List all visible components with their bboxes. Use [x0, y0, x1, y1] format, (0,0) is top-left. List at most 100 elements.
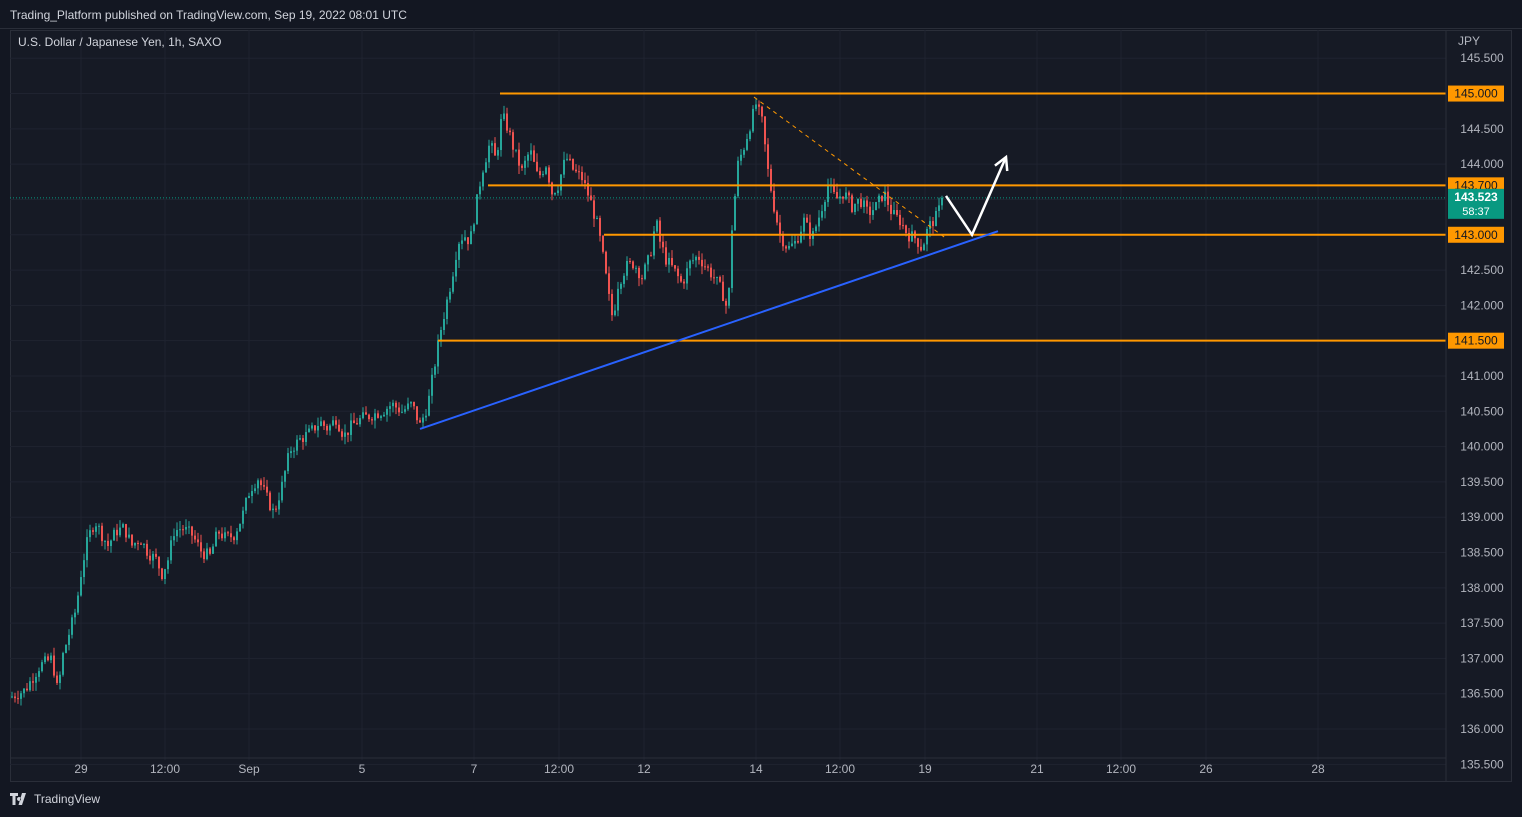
candle-body	[197, 539, 199, 543]
candle-body	[395, 402, 397, 408]
candle-body	[503, 113, 505, 120]
candle-body	[50, 655, 52, 661]
candle-body	[185, 526, 187, 530]
candle-body	[488, 145, 490, 163]
candle-body	[461, 240, 463, 244]
tradingview-logo[interactable]: TradingView	[10, 792, 100, 806]
candle-body	[56, 675, 58, 683]
candle-body	[638, 267, 640, 279]
candle-body	[485, 162, 487, 173]
candle-body	[899, 214, 901, 226]
candle-body	[203, 551, 205, 560]
candle-body	[164, 569, 166, 580]
candle-body	[317, 425, 319, 431]
candle-body	[479, 186, 481, 195]
candle-body	[560, 174, 562, 191]
candle-body	[857, 198, 859, 204]
candle-body	[806, 217, 808, 223]
candle-body	[815, 226, 817, 232]
brand-label: TradingView	[34, 792, 101, 806]
candle-body	[728, 288, 730, 306]
candle-body	[41, 662, 43, 672]
candle-body	[269, 492, 271, 511]
price-tick-label: 142.000	[1460, 298, 1504, 312]
time-tick-label: 19	[918, 762, 932, 776]
footer: TradingView	[0, 783, 1522, 817]
candle-body	[308, 428, 310, 433]
candle-body	[95, 526, 97, 532]
candle-body	[464, 237, 466, 241]
candle-body	[926, 228, 928, 245]
candle-body	[431, 374, 433, 396]
candle-body	[641, 278, 643, 280]
candle-body	[89, 530, 91, 538]
level-price-label: 143.000	[1454, 228, 1498, 242]
candle-body	[53, 655, 55, 676]
candle-body	[566, 158, 568, 160]
candle-body	[221, 533, 223, 539]
candle-body	[872, 210, 874, 215]
candle-body	[710, 267, 712, 278]
price-tick-label: 136.000	[1460, 722, 1504, 736]
candle-body	[620, 283, 622, 289]
price-tick-label: 138.500	[1460, 546, 1504, 560]
candle-body	[593, 200, 595, 219]
symbol-info: U.S. Dollar / Japanese Yen, 1h, SAXO	[18, 35, 222, 49]
candle-body	[875, 202, 877, 211]
dashed-resistance-line	[753, 96, 947, 239]
candle-body	[143, 543, 145, 545]
candle-body	[530, 150, 532, 155]
candle-body	[35, 676, 37, 683]
candle-body	[11, 696, 13, 698]
candle-body	[254, 488, 256, 492]
candle-body	[233, 537, 235, 541]
candle-body	[293, 450, 295, 452]
candle-body	[902, 225, 904, 227]
price-tick-label: 144.500	[1460, 122, 1504, 136]
candle-body	[506, 113, 508, 131]
candle-body	[878, 195, 880, 203]
candle-body	[266, 486, 268, 493]
candle-body	[905, 225, 907, 233]
candle-body	[740, 154, 742, 161]
candle-body	[866, 200, 868, 207]
candle-body	[302, 438, 304, 442]
candle-body	[425, 415, 427, 418]
candle-body	[386, 408, 388, 415]
candle-body	[935, 211, 937, 227]
candle-body	[590, 195, 592, 201]
candle-body	[218, 531, 220, 534]
price-chart[interactable]: 135.500 136.000 136.500 137.000 137.500 138.0…	[10, 30, 1512, 782]
candle-body	[584, 180, 586, 184]
candle-body	[692, 260, 694, 262]
candle-body	[848, 192, 850, 196]
candle-body	[575, 169, 577, 172]
trend-line	[419, 230, 999, 430]
candle-body	[842, 196, 844, 199]
level-price-tag	[1448, 226, 1504, 243]
candle-body	[554, 192, 556, 195]
time-tick-label: 12	[637, 762, 651, 776]
publish-header: Trading_Platform published on TradingVie…	[0, 0, 1522, 29]
candle-body	[71, 617, 73, 635]
grid-lines	[10, 30, 1446, 765]
current-price-tag	[1448, 188, 1504, 219]
candle-body	[881, 195, 883, 201]
candle-body	[413, 402, 415, 407]
candle-body	[467, 237, 469, 245]
candle-body	[224, 532, 226, 539]
candle-body	[602, 235, 604, 252]
candle-body	[824, 202, 826, 212]
time-tick-label: 12:00	[150, 762, 180, 776]
candle-body	[215, 531, 217, 547]
candle-body	[854, 203, 856, 212]
candle-body	[713, 277, 715, 279]
candle-body	[230, 533, 232, 538]
candle-body	[818, 217, 820, 227]
candle-body	[341, 431, 343, 437]
candle-body	[416, 406, 418, 421]
candle-body	[380, 416, 382, 418]
candle-body	[362, 412, 364, 419]
price-tick-label: 137.500	[1460, 616, 1504, 630]
axes: 135.500 136.000 136.500 137.000 137.500 138.0…	[10, 30, 1504, 782]
